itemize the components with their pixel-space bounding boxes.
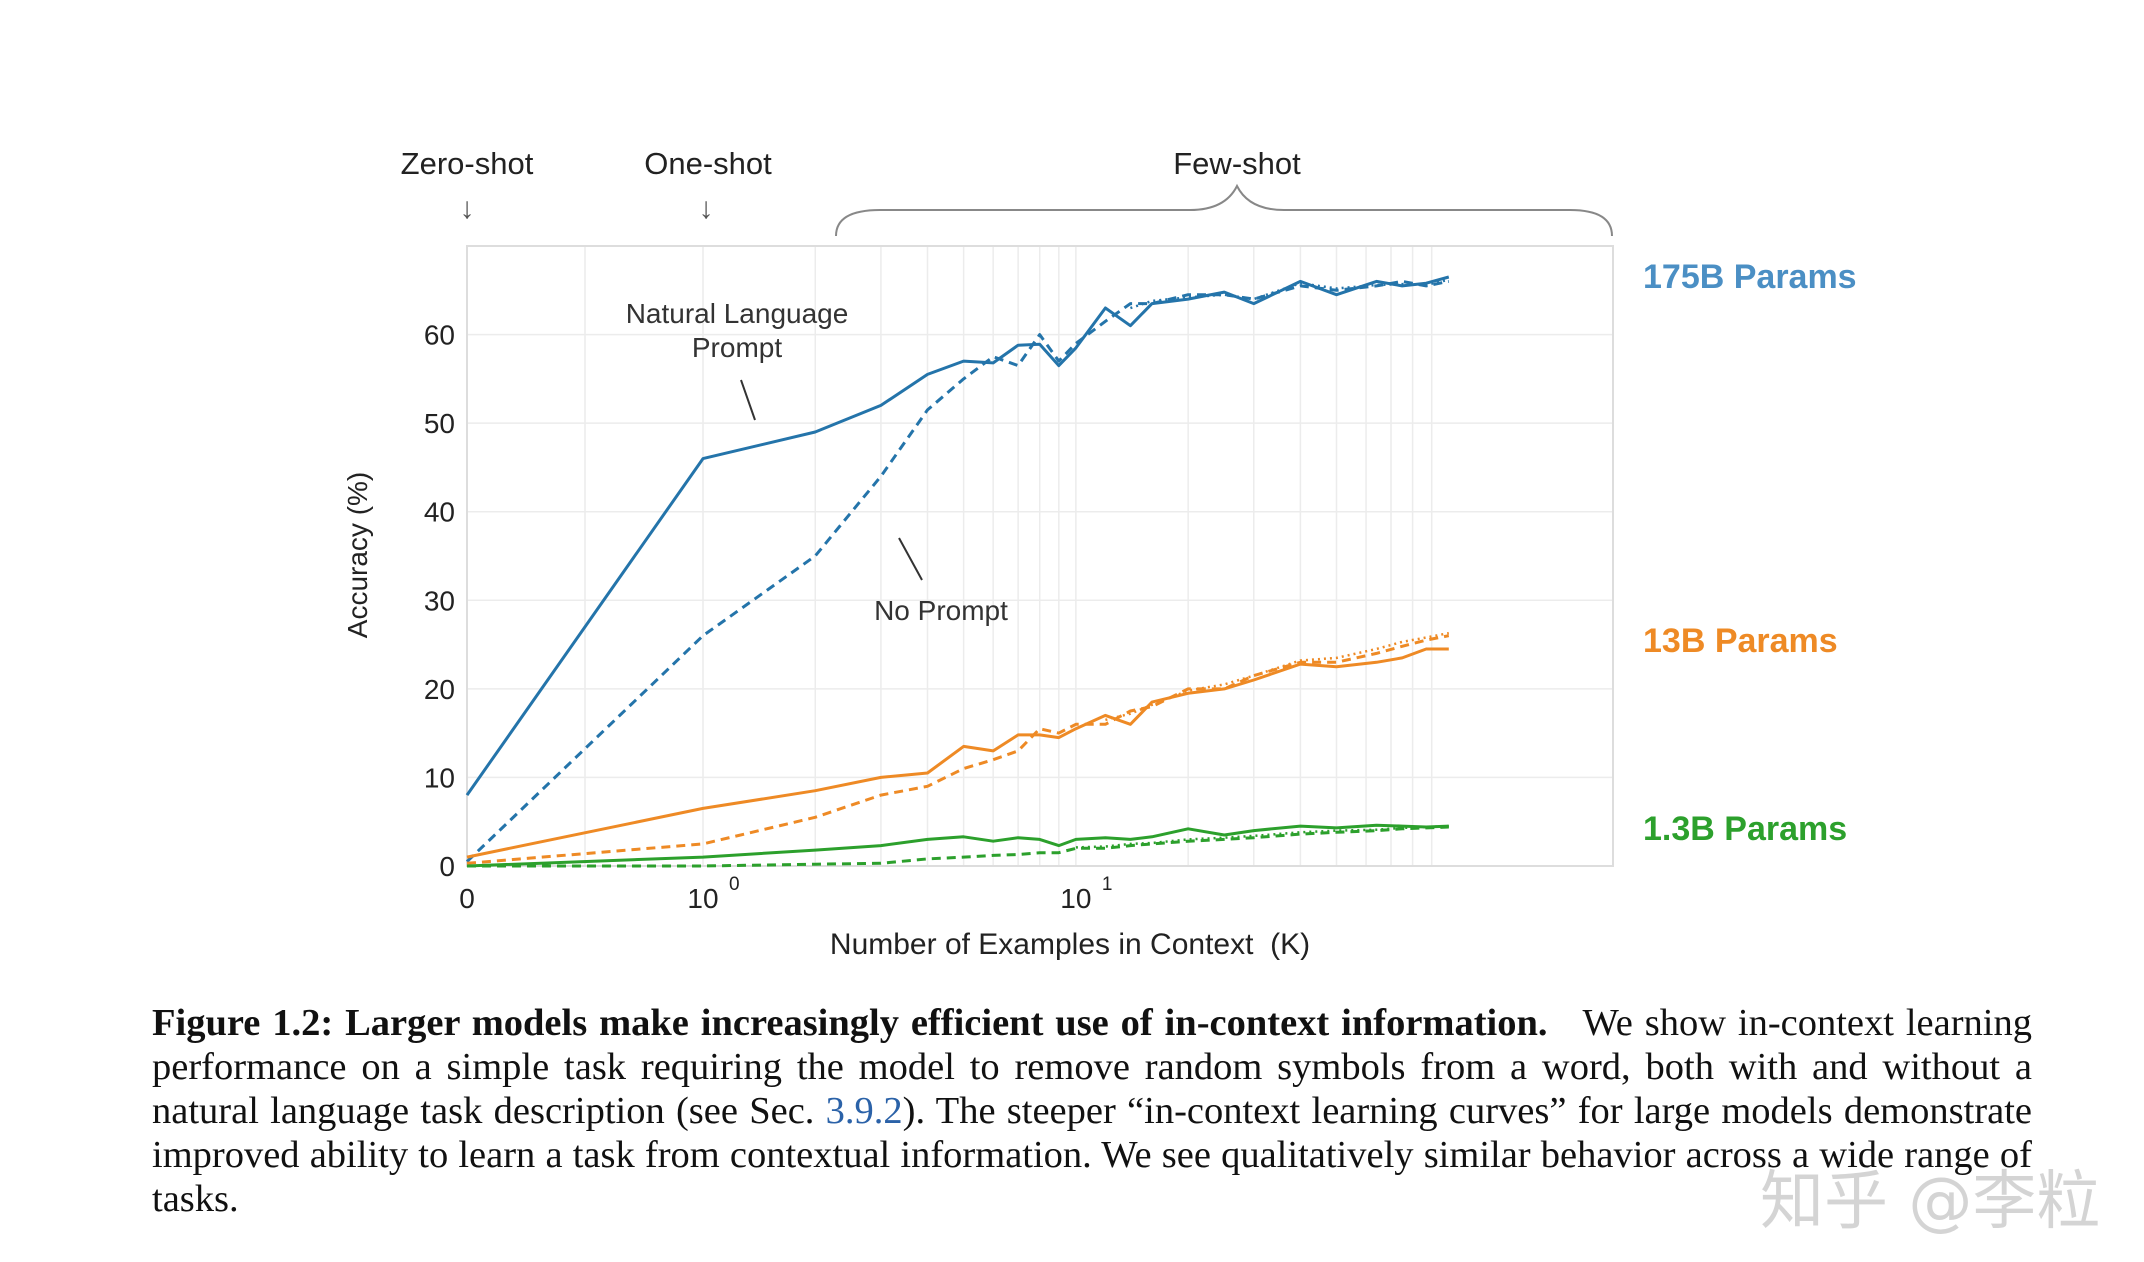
figure-caption: Figure 1.2: Larger models make increasin… bbox=[152, 1001, 2032, 1221]
series-line-3-solid bbox=[466, 647, 1449, 859]
y-tick-label: 0 bbox=[439, 851, 455, 882]
watermark: 知乎 @李粒 bbox=[1760, 1165, 2101, 1239]
annotation-no-prompt-pointer bbox=[898, 537, 923, 581]
series-label-1-3b: 1.3B Params bbox=[1643, 810, 1847, 848]
series-line-5-dotted bbox=[1105, 631, 1450, 722]
annotation-natural-language-line1: Natural Language bbox=[626, 298, 849, 329]
series-line-2-dotted bbox=[1130, 278, 1450, 310]
x-axis-title: Number of Examples in Context (K) bbox=[830, 928, 1310, 961]
annotation-natural-language-line2: Prompt bbox=[692, 332, 782, 363]
y-tick-label: 10 bbox=[424, 762, 455, 793]
region-arrow-one-shot: ↓ bbox=[699, 192, 714, 225]
series-layer bbox=[465, 275, 1450, 868]
caption-section-link[interactable]: 3.9.2 bbox=[825, 1090, 903, 1132]
y-axis-title: Accuracy (%) bbox=[342, 472, 373, 638]
caption-text-before-ref: We show in-context learning performance … bbox=[152, 1002, 2032, 1132]
tick-labels: 0 10 20 30 40 50 60 0 10 0 10 1 bbox=[424, 320, 1113, 914]
series-line-8-dotted bbox=[1075, 824, 1449, 849]
region-label-zero-shot: Zero-shot bbox=[401, 146, 534, 181]
caption-label: Figure 1.2: Larger models make increasin… bbox=[152, 1002, 1548, 1044]
annotation-no-prompt: No Prompt bbox=[874, 595, 1008, 626]
plot-frame bbox=[466, 245, 1614, 867]
y-tick-label: 60 bbox=[424, 320, 455, 351]
series-line-4-dashed bbox=[466, 634, 1450, 865]
y-tick-label: 40 bbox=[424, 497, 455, 528]
series-line-0-solid bbox=[465, 275, 1450, 796]
y-tick-label: 30 bbox=[424, 585, 455, 616]
y-tick-label: 20 bbox=[424, 674, 455, 705]
x-tick-label: 10 bbox=[687, 883, 718, 914]
x-tick-label: 10 bbox=[1060, 883, 1091, 914]
grid-lines bbox=[467, 246, 1613, 867]
series-line-6-solid bbox=[466, 823, 1449, 868]
series-line-1-dashed bbox=[465, 279, 1450, 863]
annotation-natural-language-pointer bbox=[740, 379, 756, 421]
y-tick-label: 50 bbox=[424, 408, 455, 439]
x-tick-exponent: 1 bbox=[1102, 874, 1113, 895]
series-label-175b: 175B Params bbox=[1643, 258, 1857, 296]
caption-text-after-ref: ). The steeper “in-context learning curv… bbox=[152, 1090, 2032, 1220]
region-label-few-shot: Few-shot bbox=[1173, 146, 1301, 181]
region-arrow-zero-shot: ↓ bbox=[460, 192, 475, 225]
x-tick-exponent: 0 bbox=[729, 874, 740, 895]
few-shot-brace bbox=[835, 183, 1613, 237]
series-label-13b: 13B Params bbox=[1643, 622, 1838, 660]
x-tick-label: 0 bbox=[459, 883, 475, 914]
region-label-one-shot: One-shot bbox=[644, 146, 772, 181]
